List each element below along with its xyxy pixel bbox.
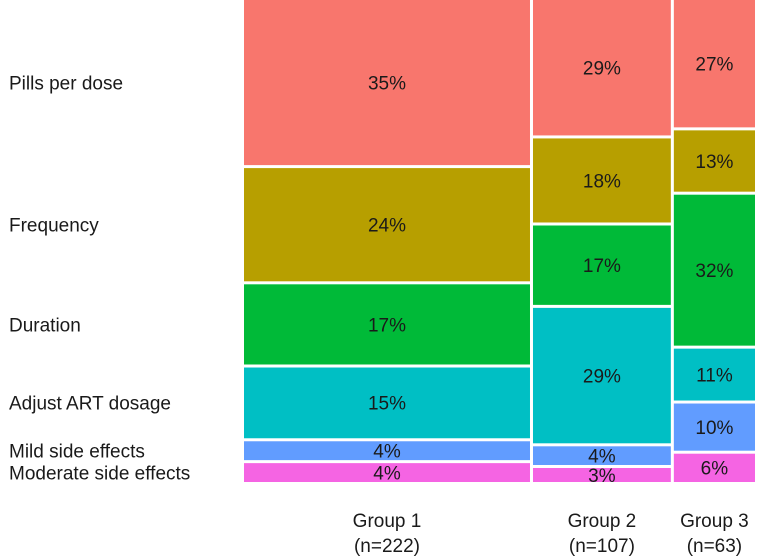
- row-label: Frequency: [9, 216, 99, 237]
- tile-group1-pills-per-dose: [244, 0, 530, 166]
- tile-group2-mild-side-effects: [532, 446, 671, 465]
- value-label: 32%: [695, 261, 733, 282]
- tile-group2-duration: [532, 225, 671, 305]
- value-label: 15%: [368, 394, 406, 415]
- tile-group3-mild-side-effects: [673, 403, 755, 451]
- value-label: 24%: [368, 216, 406, 237]
- column-label: Group 3: [680, 511, 749, 532]
- value-label: 17%: [583, 256, 621, 277]
- value-label: 10%: [695, 418, 733, 439]
- tile-group1-moderate-side-effects: [244, 463, 530, 482]
- value-label: 27%: [695, 55, 733, 76]
- tile-group1-adjust-art-dosage: [244, 367, 530, 439]
- value-label: 18%: [583, 171, 621, 192]
- tile-group2-adjust-art-dosage: [532, 307, 671, 444]
- value-label: 4%: [588, 446, 616, 467]
- column-label: Group 2: [568, 511, 637, 532]
- column-labels: Group 1 (n=222) Group 2 (n=107) Group 3 (n=63…: [353, 511, 749, 557]
- tile-group1-duration: [244, 284, 530, 365]
- column-sublabel: (n=63): [687, 536, 742, 557]
- tile-group2-pills-per-dose: [532, 0, 671, 136]
- column-sublabel: (n=107): [569, 536, 635, 557]
- value-label: 35%: [368, 73, 406, 94]
- row-labels: Pills per dose Frequency Duration Adjust AR…: [9, 73, 190, 484]
- tile-group3-adjust-art-dosage: [673, 348, 755, 401]
- value-label: 3%: [588, 466, 616, 487]
- value-label: 4%: [373, 442, 401, 463]
- value-label: 29%: [583, 366, 621, 387]
- value-label: 13%: [695, 152, 733, 173]
- value-label: 6%: [701, 459, 729, 480]
- column-label: Group 1: [353, 511, 422, 532]
- tile-group3-frequency: [673, 130, 755, 192]
- value-label: 17%: [368, 315, 406, 336]
- value-label: 4%: [373, 463, 401, 484]
- value-label: 29%: [583, 59, 621, 80]
- tile-group1-frequency: [244, 168, 530, 282]
- row-label: Moderate side effects: [9, 463, 190, 484]
- tile-group3-duration: [673, 194, 755, 346]
- tile-group1-mild-side-effects: [244, 441, 530, 461]
- value-labels: 35%24%17%15%4%4%29%18%17%29%4%3%27%13%32…: [368, 55, 734, 487]
- tile-group2-moderate-side-effects: [532, 467, 671, 482]
- row-label: Duration: [9, 315, 81, 336]
- column-sublabel: (n=222): [354, 536, 420, 557]
- tile-group3-moderate-side-effects: [673, 453, 755, 482]
- row-label: Adjust ART dosage: [9, 394, 171, 415]
- tile-group2-frequency: [532, 138, 671, 223]
- mosaic-tiles: [244, 0, 755, 482]
- row-label: Mild side effects: [9, 442, 145, 463]
- value-label: 11%: [696, 365, 733, 386]
- tile-group3-pills-per-dose: [673, 0, 755, 128]
- row-label: Pills per dose: [9, 73, 123, 94]
